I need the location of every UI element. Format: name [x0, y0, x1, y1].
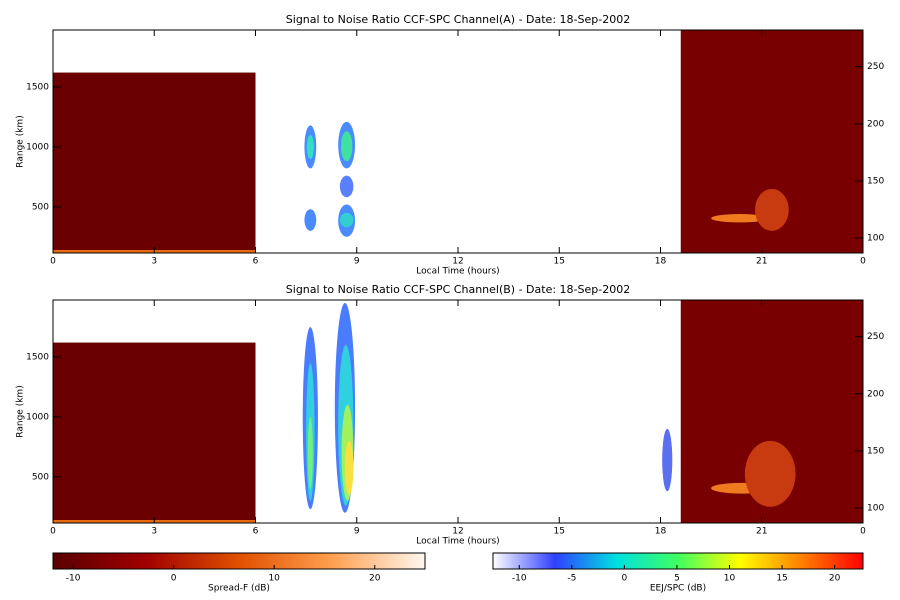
colorbar-tick-label: -5	[567, 574, 576, 584]
x-tick-label: 0	[860, 527, 866, 537]
y2-tick-label: 200	[867, 119, 884, 129]
x-tick-label: 12	[452, 257, 463, 267]
y-tick-label: 1500	[26, 82, 49, 92]
data-patch	[755, 188, 789, 231]
x-tick-label: 15	[554, 527, 565, 537]
x-tick-label: 0	[50, 257, 56, 267]
data-patch	[340, 131, 353, 162]
data-patch	[662, 428, 673, 492]
x-tick-label: 21	[756, 257, 767, 267]
plot-area	[53, 30, 863, 253]
colorbar-tick-label: 0	[622, 574, 628, 584]
data-patch	[53, 72, 256, 253]
data-patch	[306, 134, 314, 159]
colorbar-tick-label: 20	[829, 574, 841, 584]
panel-title: Signal to Noise Ratio CCF-SPC Channel(A)…	[286, 13, 630, 26]
y2-tick-label: 250	[867, 332, 884, 342]
data-patch	[711, 214, 769, 223]
x-tick-label: 21	[756, 527, 767, 537]
x-tick-label: 0	[50, 527, 56, 537]
plot-area	[53, 300, 863, 523]
y2-tick-label: 100	[867, 504, 884, 514]
colorbar-tick-label: 15	[776, 574, 787, 584]
x-tick-label: 15	[554, 257, 565, 267]
x-tick-label: 9	[354, 257, 360, 267]
x-tick-label: 18	[655, 527, 667, 537]
data-patch	[53, 342, 256, 523]
y2-tick-label: 100	[867, 234, 884, 244]
colorbar	[492, 552, 864, 570]
x-tick-label: 6	[253, 257, 259, 267]
y-tick-label: 500	[32, 202, 49, 212]
colorbar-label: Spread-F (dB)	[208, 584, 270, 594]
colorbar-tick-label: -10	[512, 574, 527, 584]
x-tick-label: 12	[452, 527, 463, 537]
y2-tick-label: 200	[867, 389, 884, 399]
y2-tick-label: 150	[867, 176, 884, 186]
colorbar-label: EEJ/SPC (dB)	[650, 584, 706, 594]
data-patch	[339, 212, 354, 228]
y-axis-label: Range (km)	[16, 115, 26, 167]
x-axis-label: Local Time (hours)	[416, 267, 499, 277]
colorbar-tick-label: 10	[268, 574, 280, 584]
data-patch	[344, 440, 354, 495]
data-patch	[744, 440, 796, 507]
y-tick-label: 500	[32, 472, 49, 482]
x-tick-label: 6	[253, 527, 259, 537]
colorbar-tick-label: 0	[171, 574, 177, 584]
x-tick-label: 18	[655, 257, 667, 267]
x-axis-label: Local Time (hours)	[416, 537, 499, 547]
y-axis-label: Range (km)	[16, 385, 26, 437]
colorbar-tick-label: 20	[369, 574, 381, 584]
y-tick-label: 1000	[26, 412, 49, 422]
x-tick-label: 0	[860, 257, 866, 267]
panel-title: Signal to Noise Ratio CCF-SPC Channel(B)…	[286, 283, 630, 296]
y2-tick-label: 150	[867, 446, 884, 456]
x-tick-label: 3	[151, 527, 157, 537]
colorbar	[52, 552, 426, 570]
colorbar-tick-label: 10	[724, 574, 736, 584]
y-tick-label: 1500	[26, 352, 49, 362]
colorbar-tick-label: -10	[66, 574, 81, 584]
x-tick-label: 3	[151, 257, 157, 267]
data-patch	[307, 416, 313, 489]
data-patch	[304, 209, 317, 231]
data-patch	[339, 175, 354, 198]
colorbar-tick-label: 5	[674, 574, 680, 584]
y2-tick-label: 250	[867, 62, 884, 72]
x-tick-label: 9	[354, 527, 360, 537]
y-tick-label: 1000	[26, 142, 49, 152]
